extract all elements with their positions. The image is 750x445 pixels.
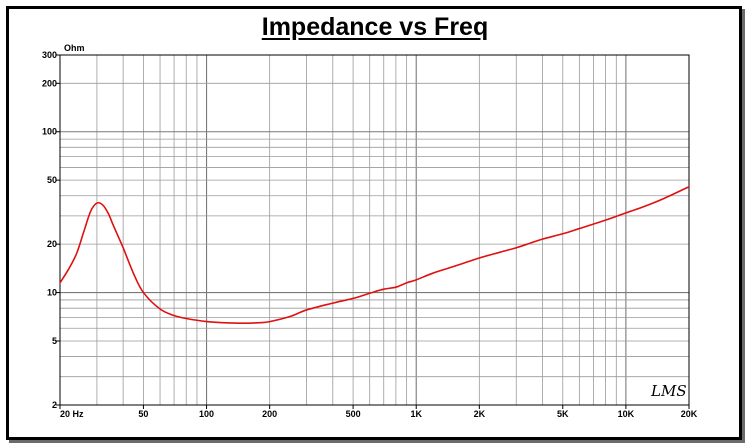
data-point xyxy=(259,321,261,323)
x-tick-label: 20 Hz xyxy=(60,409,84,419)
x-tick-label: 10K xyxy=(618,409,635,419)
data-point xyxy=(688,186,690,188)
y-tick-label: 2 xyxy=(52,400,57,410)
x-tick-label: 500 xyxy=(346,409,361,419)
data-point xyxy=(89,210,91,212)
x-tick-label: 2K xyxy=(474,409,486,419)
data-point xyxy=(578,227,580,229)
data-point xyxy=(96,202,98,204)
data-point xyxy=(268,320,270,322)
y-tick-label: 200 xyxy=(42,78,57,88)
y-tick-label: 20 xyxy=(47,239,57,249)
data-point xyxy=(122,247,124,249)
y-tick-label: 50 xyxy=(47,175,57,185)
data-point xyxy=(289,315,291,317)
data-point xyxy=(452,265,454,267)
data-point xyxy=(604,219,606,221)
data-point xyxy=(59,282,61,284)
data-point xyxy=(112,225,114,227)
data-point xyxy=(515,247,517,249)
data-point xyxy=(222,321,224,323)
data-point xyxy=(432,272,434,274)
data-point xyxy=(67,268,69,270)
data-point xyxy=(405,282,407,284)
data-point xyxy=(395,286,397,288)
data-point xyxy=(205,320,207,322)
data-point xyxy=(352,297,354,299)
data-point xyxy=(173,314,175,316)
y-tick-label: 300 xyxy=(42,50,57,60)
data-point xyxy=(498,251,500,253)
x-axis-ticks: 20 Hz 50 100 200 500 1K 2K 5K 10K 20K xyxy=(59,405,698,419)
data-point xyxy=(662,198,664,200)
x-tick-label: 100 xyxy=(199,409,214,419)
data-point xyxy=(185,317,187,319)
x-tick-label: 200 xyxy=(262,409,277,419)
data-point xyxy=(83,230,85,232)
data-point xyxy=(159,308,161,310)
chart-title: Impedance vs Freq xyxy=(261,13,489,41)
x-tick-label: 5K xyxy=(557,409,569,419)
impedance-series-line xyxy=(59,185,690,325)
data-point xyxy=(332,302,334,304)
data-point xyxy=(383,288,385,290)
plot-area xyxy=(59,54,690,406)
data-point xyxy=(102,204,104,206)
data-point xyxy=(415,279,417,281)
grid xyxy=(60,55,689,405)
y-tick-label: 10 xyxy=(47,288,57,298)
chart-frame xyxy=(6,6,742,440)
data-point xyxy=(541,238,543,240)
data-point xyxy=(562,233,564,235)
data-point xyxy=(142,291,144,293)
data-point xyxy=(133,273,135,275)
data-point xyxy=(478,257,480,259)
data-point xyxy=(529,242,531,244)
y-tick-label: 100 xyxy=(42,127,57,137)
data-point xyxy=(75,252,77,254)
data-point xyxy=(305,309,307,311)
data-point xyxy=(625,212,627,214)
x-tick-label: 50 xyxy=(138,409,148,419)
data-point xyxy=(641,206,643,208)
x-tick-label: 1K xyxy=(410,409,422,419)
data-point xyxy=(369,292,371,294)
y-tick-label: 5 xyxy=(52,336,57,346)
data-point xyxy=(242,322,244,324)
y-axis-unit-label: Ohm xyxy=(64,43,85,53)
x-tick-label: 20K xyxy=(681,409,698,419)
data-point xyxy=(107,212,109,214)
lms-signature: LMS xyxy=(650,382,687,400)
y-axis-ticks: 2 5 10 20 50 100 200 300 xyxy=(42,50,60,410)
